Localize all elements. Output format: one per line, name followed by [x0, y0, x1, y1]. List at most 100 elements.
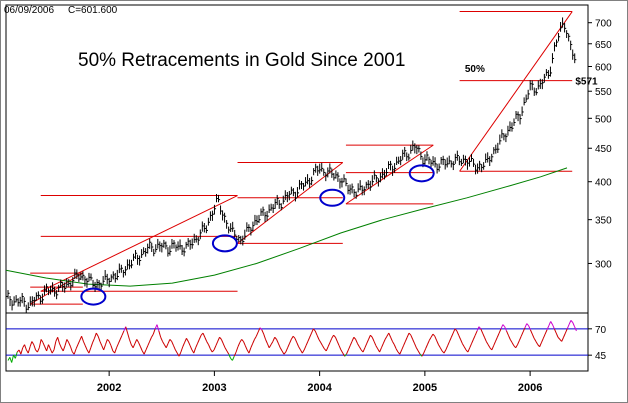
indicator-segment [375, 345, 379, 350]
indicator-segment [24, 344, 27, 351]
indicator-segment [127, 332, 130, 340]
indicator-segment [506, 330, 509, 336]
indicator-segment [447, 341, 450, 346]
header-close: C=601.600 [68, 5, 118, 16]
x-axis: 2002 2003 2004 2005 2006 [97, 371, 542, 394]
indicator-segment [546, 325, 550, 331]
indicator-segment [404, 337, 408, 342]
indicator-segment [544, 329, 548, 335]
indicator-segment [29, 341, 33, 347]
indicator-segment [491, 345, 495, 351]
indicator-segment [496, 332, 500, 338]
retracement-trend-line [345, 144, 434, 205]
indicator-segment [461, 343, 465, 347]
indicator-segment [434, 336, 438, 341]
indicator-segment [471, 339, 474, 344]
indicator-segment [38, 339, 42, 348]
indicator-segment [147, 341, 151, 346]
indicator-segment [421, 352, 425, 357]
indicator-segment [231, 356, 235, 361]
indicator-segment [528, 325, 531, 331]
indicator-segment [158, 330, 162, 338]
indicator-segment [90, 342, 94, 348]
indicator-segment [228, 353, 232, 359]
indicator-segment [287, 343, 290, 348]
indicator-segment [539, 342, 542, 347]
indicator-segment [81, 336, 84, 342]
indicator-segment [574, 326, 577, 332]
indicator-segment [64, 339, 68, 346]
indicator-segment [182, 342, 186, 347]
indicator-segment [370, 334, 373, 338]
indicator-segment [211, 349, 215, 353]
indicator-layer [6, 320, 588, 363]
indicator-segment [62, 345, 66, 352]
indicator-segment [478, 326, 482, 330]
indicator-segment [368, 334, 371, 340]
retracement-trend-line [237, 162, 344, 244]
indicator-segment [298, 346, 301, 351]
indicator-segment [357, 343, 360, 347]
indicator-segment [531, 333, 535, 339]
indicator-segment [347, 345, 351, 351]
indicator-segment [353, 336, 357, 340]
indicator-segment [563, 332, 566, 338]
indicator-segment [138, 342, 141, 347]
indicator-segment [233, 351, 237, 357]
indicator-segment [301, 349, 305, 354]
indicator-segment [362, 347, 366, 353]
indicator-segment [358, 346, 362, 351]
indicator-segment [263, 333, 267, 340]
indicator-segment [119, 334, 123, 340]
indicator-segment [349, 341, 353, 346]
indicator-segment [209, 348, 213, 353]
indicator-segment [449, 337, 452, 342]
indicator-segment [469, 343, 473, 348]
indicator-segment [379, 347, 382, 353]
indicator-segment [75, 344, 79, 350]
indicator-segment [388, 332, 392, 338]
indicator-segment [425, 344, 428, 350]
support-circle [211, 234, 238, 253]
indicator-segment [410, 334, 414, 340]
indicator-segment [132, 343, 136, 348]
indicator-segment [68, 342, 72, 347]
indicator-segment [412, 339, 416, 344]
indicator-segment [303, 345, 307, 351]
indicator-segment [180, 346, 184, 353]
indicator-segment [270, 341, 274, 345]
x-tick-label: 2006 [518, 382, 542, 394]
indicator-segment [116, 343, 119, 348]
x-tick-label: 2004 [307, 382, 332, 394]
price-tick-label: 650 [595, 40, 612, 51]
indicator-segment [266, 343, 270, 348]
indicator-segment [241, 339, 244, 342]
indicator-segment [463, 346, 467, 351]
indicator-segment [430, 333, 434, 338]
indicator-segment [564, 328, 568, 334]
indicator-segment [487, 344, 491, 349]
indicator-segment [507, 334, 511, 340]
indicator-segment [206, 341, 209, 345]
indicator-segment [417, 350, 421, 355]
indicator-segment [248, 347, 252, 354]
indicator-segment [553, 328, 557, 334]
indicator-segment [384, 335, 388, 340]
indicator-segment [325, 346, 329, 352]
indicator-segment [197, 339, 200, 344]
support-circle [80, 287, 107, 306]
indicator-segment [149, 337, 152, 342]
indicator-segment [128, 339, 132, 345]
indicator-segment [215, 341, 219, 346]
indicator-segment [428, 337, 432, 341]
indicator-segment [395, 348, 399, 353]
indicator-segment [239, 339, 243, 343]
indicator-segment [524, 323, 528, 328]
indicator-segment [268, 344, 272, 349]
annotation-label: 50% [465, 64, 485, 75]
indicator-segment [426, 340, 430, 345]
indicator-segment [82, 341, 86, 346]
indicator-segment [31, 341, 35, 345]
retracement-trend-line [459, 11, 573, 172]
